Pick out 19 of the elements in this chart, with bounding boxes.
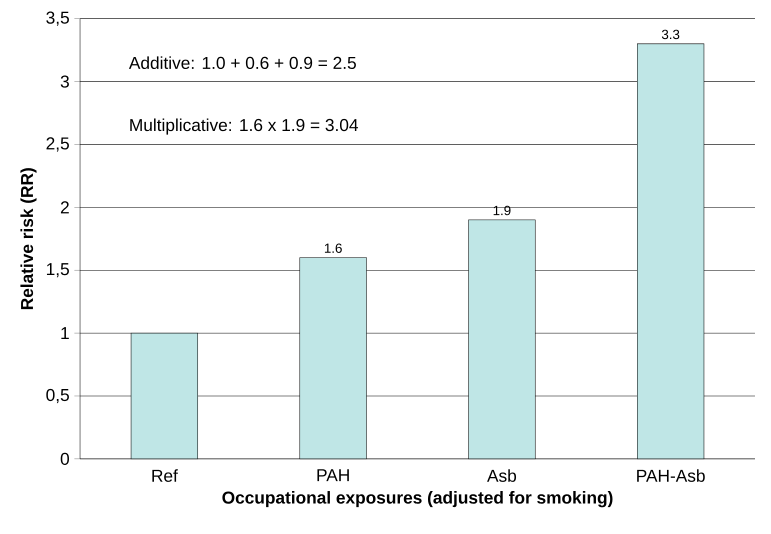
annotation: Additive: 1.0 + 0.6 + 0.9 = 2.5 <box>128 56 356 70</box>
y-tick-label: 3,5 <box>46 12 69 26</box>
data-label: 1.9 <box>494 206 511 216</box>
annotation: Multiplicative: 1.6 x 1.9 = 3.04 <box>130 118 358 135</box>
data-label: 1.6 <box>324 244 342 254</box>
x-tick-label: Asb <box>487 469 516 482</box>
data-label: 3.3 <box>662 30 680 40</box>
y-tick-label: 3 <box>60 76 69 88</box>
y-tick-label: 0 <box>60 452 69 466</box>
y-tick-label: 2,5 <box>46 138 69 152</box>
y-tick-label: 1,5 <box>46 263 69 278</box>
y-tick-label: 2 <box>60 202 69 214</box>
x-tick-label: Ref <box>152 469 178 482</box>
x-tick-label: PAH-Asb <box>637 469 705 482</box>
y-tick-label: 0,5 <box>46 389 69 404</box>
x-tick-label: PAH <box>317 469 349 482</box>
y-axis-title: Relative risk (RR) <box>20 168 37 310</box>
y-tick-label: 1 <box>61 327 69 340</box>
x-axis-title: Occupational exposures (adjusted for smoking) <box>222 491 612 508</box>
